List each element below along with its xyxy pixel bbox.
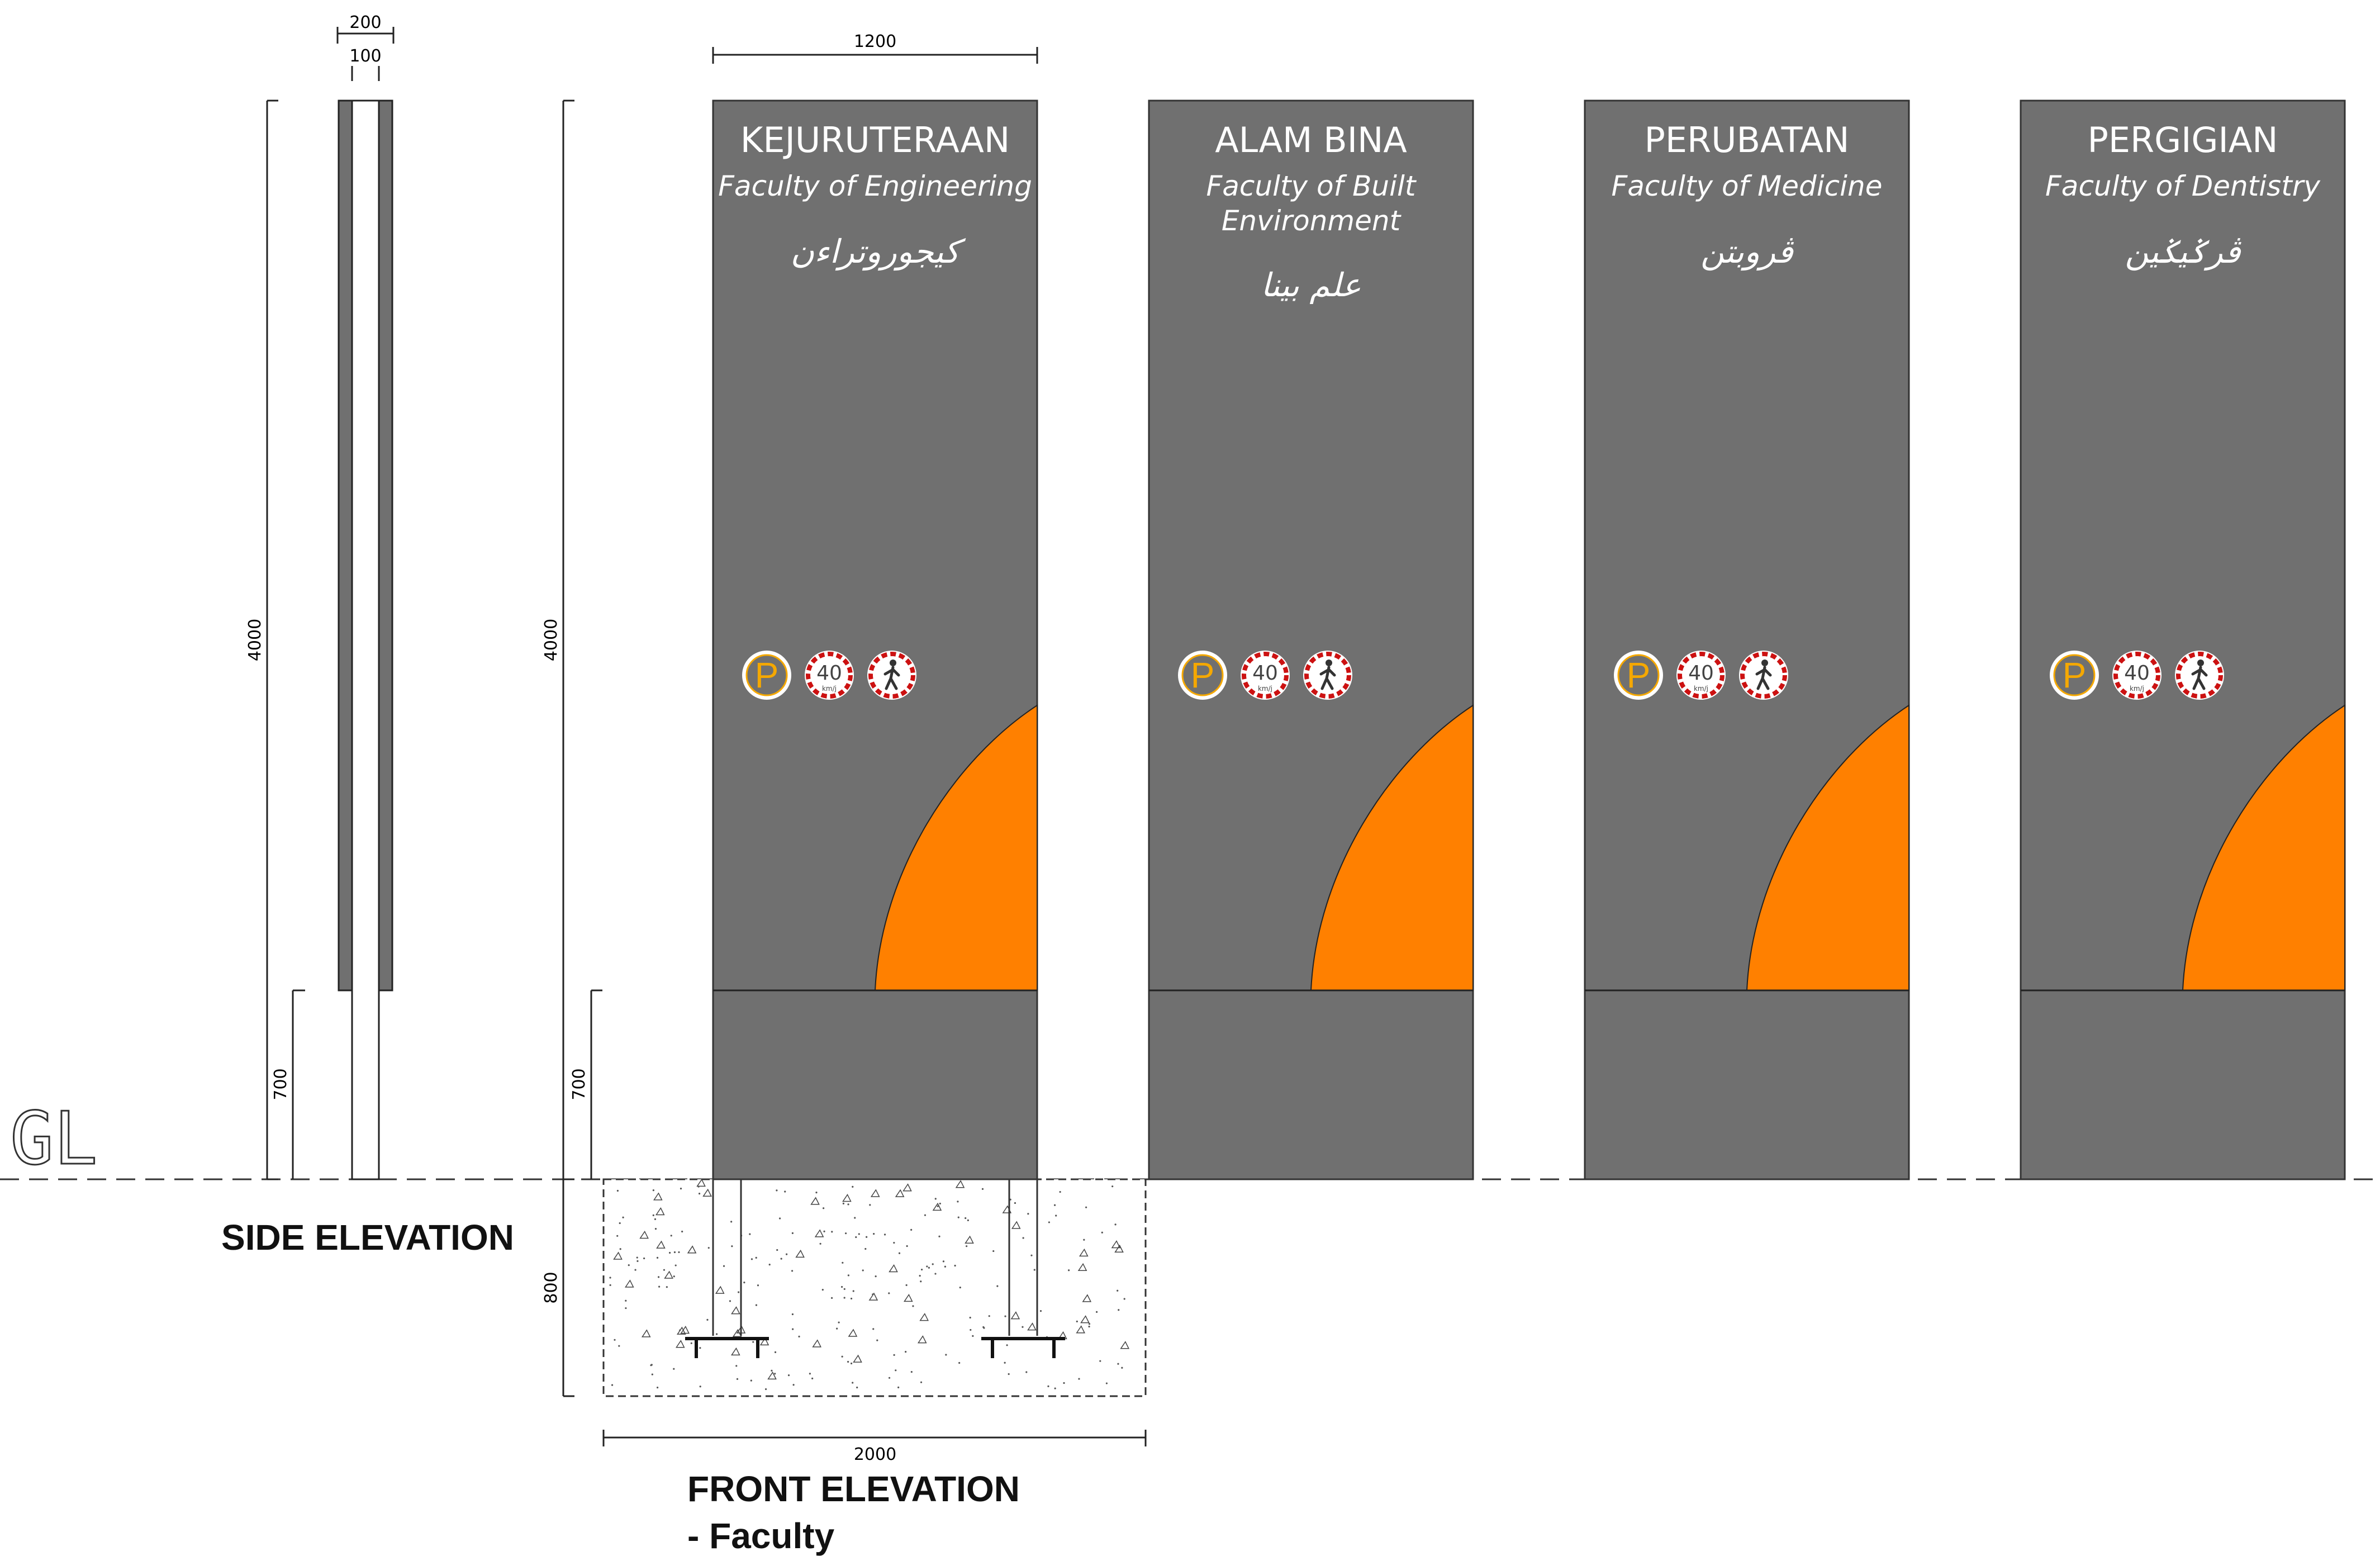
side-top-dimensions: 200 100 [336,13,395,81]
sign-jawi: ڤروبتن [1700,233,1794,271]
sign-body [1584,99,1910,1180]
dim-footing-width: 2000 [854,1445,896,1464]
sign-jawi: كيجوروتراءن [791,233,966,271]
sign-body [712,99,1038,1180]
sign-subtitle: Faculty of Dentistry [2045,170,2321,202]
front-elevation-sublabel: - Faculty [687,1516,835,1556]
front-elevation-label: FRONT ELEVATION [687,1469,1020,1509]
side-post-core [351,99,380,1180]
parking-letter: P [1191,655,1215,695]
dim-sign-width: 1200 [854,32,896,51]
parking-icon: P [742,651,791,700]
parking-letter: P [755,655,779,695]
front-dimensions: 1200 4000 700 800 2000 [541,32,1147,1464]
speed-limit-value: 40 [1252,662,1278,685]
sign-subtitle: Faculty of Built [1206,170,1417,202]
speed-limit-unit: km/j [2130,685,2144,692]
side-elevation-label: SIDE ELEVATION [221,1217,514,1258]
concrete-hatch [609,1178,1130,1391]
sign-jawi: ڤرݢيݢين [2125,233,2242,271]
dim-side-clearance: 700 [271,1068,291,1100]
sign-body [1148,99,1474,1180]
dim-side-height: 4000 [245,619,265,661]
parking-icon: P [1614,651,1663,700]
sign-title: ALAM BINA [1215,120,1407,160]
speed-limit-unit: km/j [1694,685,1708,692]
sign-panel: KEJURUTERAAN Faculty of Engineering كيجورو… [712,99,1038,1180]
parking-letter: P [2063,655,2087,695]
orange-accent [874,704,1038,991]
dim-footing-depth: 800 [541,1272,561,1303]
speed-limit-unit: km/j [1258,685,1272,692]
sign-subtitle: Faculty of Engineering [718,170,1032,202]
side-elevation: 200 100 4000 700 SIDE ELEVATION [221,13,514,1258]
sign-body [2020,99,2346,1180]
sign-subtitle: Environment [1222,205,1402,237]
gl-label: GL [10,1096,98,1181]
side-clearance-dimension: 700 [271,989,305,1179]
pedestrian-icon [2175,651,2224,700]
parking-letter: P [1627,655,1651,695]
speed-limit-unit: km/j [822,685,837,692]
anchor-left [685,1337,769,1358]
sign-subtitle: Faculty of Medicine [1611,170,1882,202]
speed-limit-value: 40 [2124,662,2150,685]
faculty-signs: KEJURUTERAAN Faculty of Engineering كيجورو… [712,99,2346,1180]
dim-front-clearance: 700 [569,1068,589,1100]
orange-accent [1310,704,1474,991]
dim-side-width: 200 [349,13,381,32]
parking-icon: P [1178,651,1227,700]
sign-title: PERGIGIAN [2087,120,2278,160]
sign-panel: PERUBATAN Faculty of Medicine ڤروبتن P 40km/… [1584,99,1910,1180]
sign-title: KEJURUTERAAN [740,120,1010,160]
pedestrian-icon [867,651,916,700]
dim-side-post-width: 100 [349,46,381,66]
parking-icon: P [2050,651,2099,700]
orange-accent [1746,704,1909,991]
pedestrian-icon [1303,651,1352,700]
sign-jawi: علم بينا [1261,266,1361,304]
anchor-right [981,1337,1065,1358]
sign-title: PERUBATAN [1644,120,1849,160]
speed-limit-value: 40 [816,662,842,685]
side-height-dimension: 4000 [245,99,278,1180]
orange-accent [2182,704,2345,991]
pedestrian-icon [1739,651,1788,700]
sign-panel: PERGIGIAN Faculty of Dentistry ڤرݢيݢين P 40k… [2020,99,2346,1180]
concrete-footing [602,1178,1147,1397]
dim-front-height: 4000 [541,619,561,661]
speed-limit-value: 40 [1688,662,1714,685]
